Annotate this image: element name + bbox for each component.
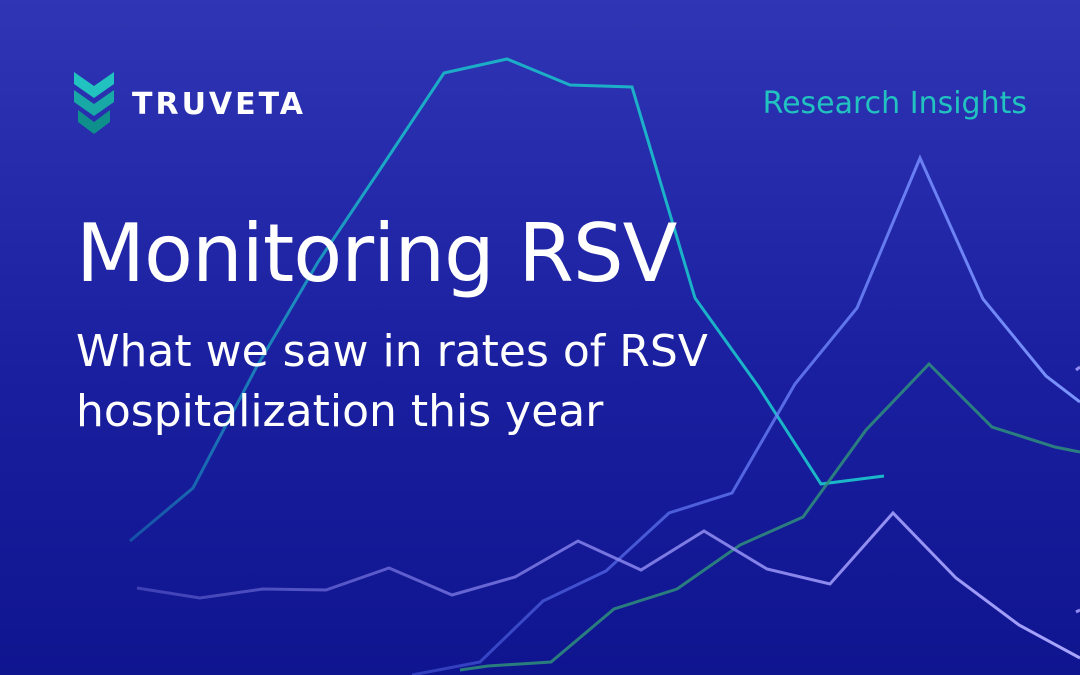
teal-line [129,57,885,543]
page-title: Monitoring RSV [76,207,677,300]
truveta-chevron-logo-icon [74,72,114,134]
brand-name: TRUVETA [132,86,306,122]
truveta-logo: TRUVETA [74,72,306,136]
edge-tick [1075,608,1080,614]
edge-tick [1075,365,1080,372]
research-insights-tag: Research Insights [762,86,1027,121]
lavender-line [136,510,1080,660]
page-subtitle: What we saw in rates of RSV hospitalizat… [76,326,708,437]
green-line [459,361,1080,672]
blue-line-tall [411,154,1080,675]
